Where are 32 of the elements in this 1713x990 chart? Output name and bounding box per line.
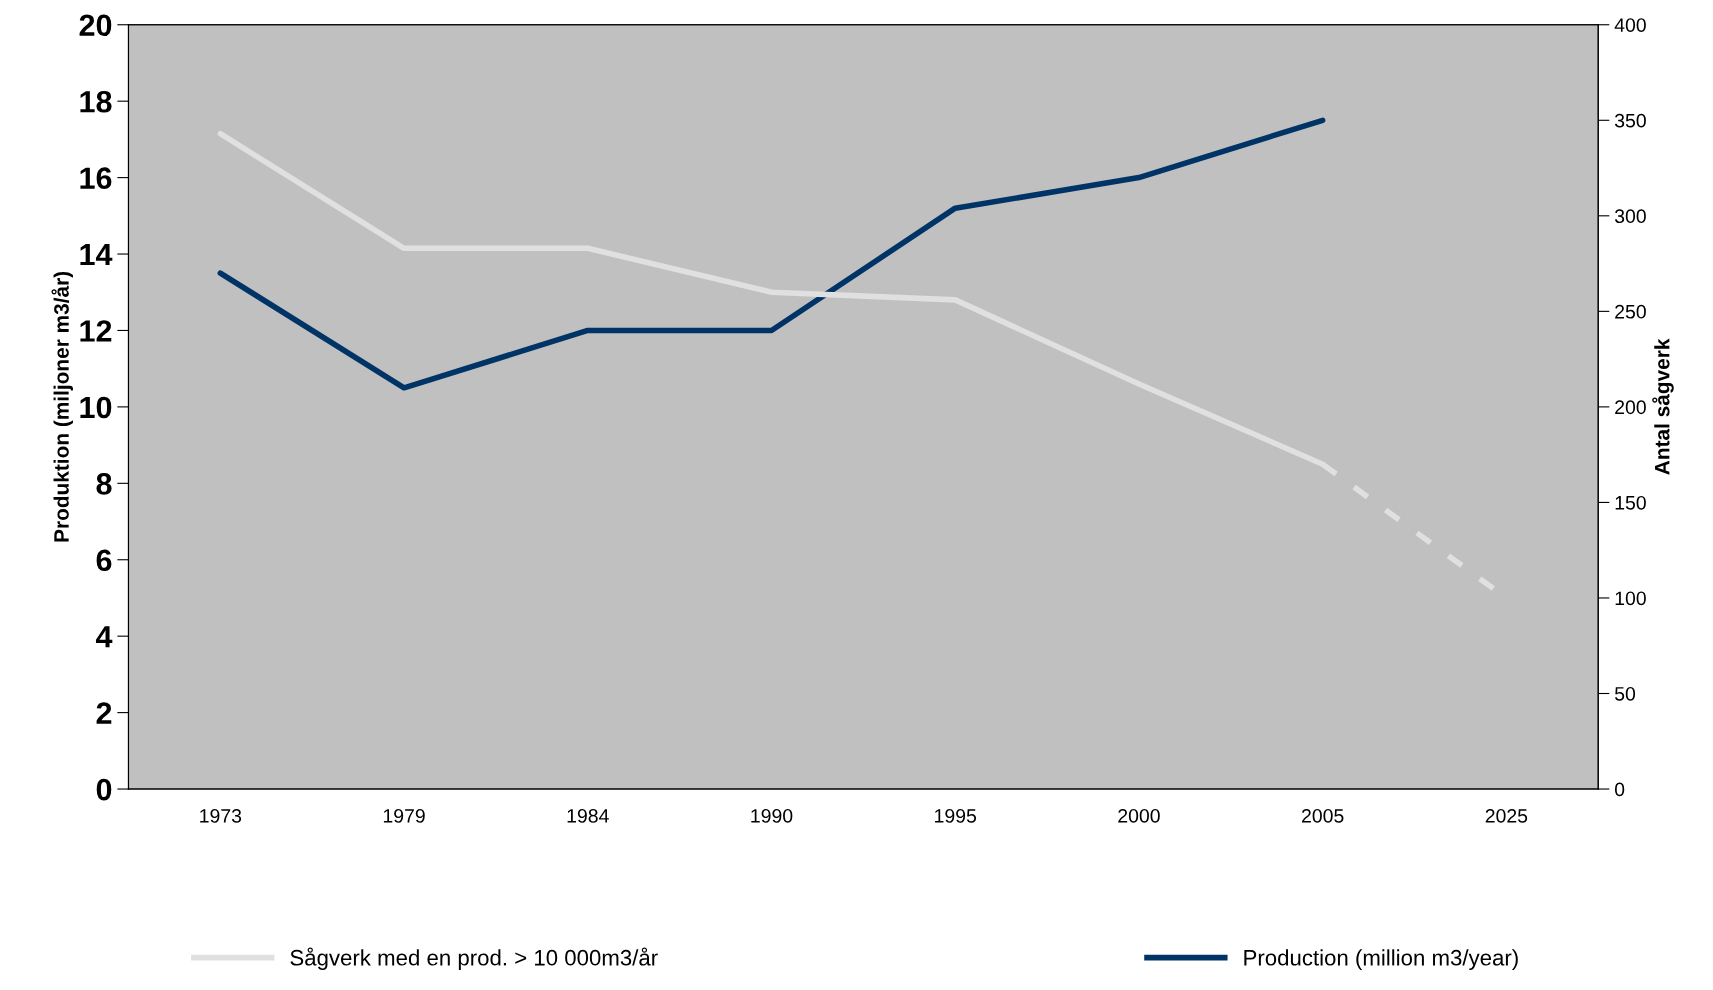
y-tick-label: 18 bbox=[80, 90, 112, 113]
y-tick-label: 6 bbox=[96, 549, 112, 572]
x-tick-label: 1995 bbox=[935, 808, 977, 823]
x-tick-label: 2025 bbox=[1485, 808, 1528, 823]
y2-tick-label: 200 bbox=[1615, 400, 1646, 415]
y2-tick-label: 100 bbox=[1615, 591, 1646, 606]
x-tick-label: 1979 bbox=[383, 808, 425, 823]
y2-tick-label: 350 bbox=[1614, 113, 1646, 128]
y2-axis-title: Antal sågverk bbox=[1652, 338, 1674, 475]
y-tick-label: 20 bbox=[79, 14, 112, 37]
y-tick-label: 2 bbox=[96, 702, 112, 724]
y2-tick-label: 0 bbox=[1614, 782, 1625, 797]
x-tick-label: 1990 bbox=[751, 808, 793, 823]
y-tick-label: 10 bbox=[80, 396, 112, 419]
y-tick-label: 16 bbox=[80, 167, 112, 189]
legend-label: Sågverk med en prod. > 10 000m3/år bbox=[290, 947, 658, 970]
y2-tick-label: 50 bbox=[1614, 686, 1636, 701]
y-tick-label: 0 bbox=[96, 778, 112, 801]
y2-tick-label: 250 bbox=[1615, 304, 1646, 319]
y2-tick-label: 150 bbox=[1615, 495, 1646, 510]
x-tick-label: 2000 bbox=[1118, 808, 1160, 823]
y-tick-label: 14 bbox=[80, 244, 113, 266]
x-tick-label: 1984 bbox=[567, 808, 609, 823]
x-tick-label: 2005 bbox=[1302, 808, 1344, 823]
y2-tick-label: 400 bbox=[1614, 18, 1646, 32]
y-axis-title: Produktion (miljoner m3/år) bbox=[51, 271, 73, 542]
y-tick-label: 12 bbox=[80, 320, 112, 342]
y-tick-label: 4 bbox=[95, 626, 113, 648]
legend-label: Production (million m3/year) bbox=[1244, 949, 1518, 970]
y-tick-label: 8 bbox=[96, 473, 112, 495]
y2-tick-label: 300 bbox=[1614, 209, 1646, 224]
x-tick-label: 1973 bbox=[200, 808, 242, 823]
